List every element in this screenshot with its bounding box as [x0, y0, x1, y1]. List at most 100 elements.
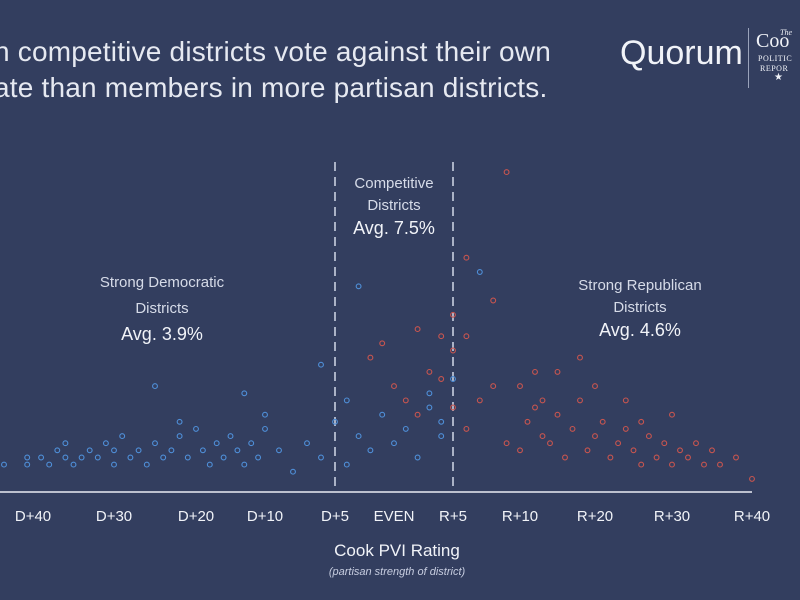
rep-point	[638, 418, 645, 425]
dem-point	[94, 454, 101, 461]
quorum-logo: Quorum	[620, 34, 743, 72]
rep-point	[592, 383, 598, 390]
dem-point	[54, 447, 61, 454]
rep-point	[693, 440, 699, 447]
rep-region-label-1: Strong Republican	[578, 277, 701, 294]
dem-point	[379, 411, 386, 418]
dem-point	[255, 454, 262, 461]
dem-point	[438, 418, 445, 425]
dem-point	[184, 454, 191, 461]
rep-point	[532, 404, 538, 411]
dem-point	[24, 454, 31, 461]
competitive-dividers	[334, 162, 454, 492]
rep-point	[630, 447, 637, 454]
dem-point	[227, 433, 234, 440]
x-tick-label: R+30	[654, 508, 690, 525]
x-tick-label: R+40	[734, 508, 770, 525]
dem-point	[127, 454, 134, 461]
dem-point	[414, 454, 421, 461]
x-tick-label: D+5	[321, 508, 349, 525]
rep-point	[547, 440, 553, 447]
rep-point	[622, 425, 629, 432]
data-points	[1, 169, 755, 482]
dem-point	[46, 461, 53, 468]
dem-point	[343, 461, 350, 468]
dem-point	[241, 461, 248, 468]
rep-point	[490, 383, 497, 390]
dem-point	[213, 440, 220, 447]
rep-point	[661, 440, 668, 447]
rep-point	[577, 397, 583, 404]
rep-point	[532, 368, 538, 375]
dem-point	[1, 461, 7, 468]
dem-point	[438, 433, 445, 440]
dem-point	[102, 440, 109, 447]
dem-point	[402, 425, 409, 432]
headline-line-1: n competitive districts vote against the…	[0, 36, 552, 67]
dem-point	[24, 461, 31, 468]
brand-logos: Quorum The Coo POLITIC REPOR ★	[620, 28, 800, 88]
x-tick-label: R+10	[502, 508, 538, 525]
headline: n competitive districts vote against the…	[0, 34, 551, 106]
dem-point	[241, 390, 248, 397]
dem-point	[199, 447, 206, 454]
cook-logo-line3: REPOR	[760, 64, 789, 73]
rep-point	[367, 354, 374, 361]
rep-point	[677, 447, 683, 454]
x-tick-label: D+20	[178, 508, 214, 525]
headline-line-2: ate than members in more partisan distri…	[0, 72, 548, 103]
rep-point	[615, 440, 622, 447]
dem-point	[220, 454, 227, 461]
dem-point	[78, 454, 85, 461]
cook-logo-line1: Coo	[756, 30, 790, 52]
dem-point	[135, 447, 142, 454]
dem-point	[168, 447, 175, 454]
x-axis-ticks: D+40 D+30 D+20 D+10 D+5 EVEN R+5 R+10 R+20 R+30 R+…	[15, 508, 770, 525]
rep-point	[517, 447, 523, 454]
rep-point	[450, 311, 456, 318]
rep-point	[638, 461, 645, 468]
rep-point	[599, 418, 606, 425]
dem-point	[450, 376, 456, 382]
rep-point	[554, 411, 561, 418]
rep-point	[426, 368, 433, 375]
x-tick-label: D+10	[247, 508, 283, 525]
dem-point	[304, 440, 310, 447]
rep-point	[653, 454, 660, 461]
rep-point	[749, 475, 755, 482]
rep-point	[645, 433, 652, 440]
dem-point	[262, 425, 268, 432]
dem-point	[111, 447, 117, 454]
rep-point	[539, 433, 546, 440]
rep-point	[669, 461, 675, 468]
dem-point	[332, 418, 338, 425]
rep-region-avg: Avg. 4.6%	[599, 320, 681, 340]
competitive-region-label-2: Districts	[367, 197, 420, 214]
rep-region-label-2: Districts	[613, 299, 666, 316]
dem-point	[70, 461, 77, 468]
rep-point	[391, 383, 397, 390]
dem-point	[318, 361, 324, 368]
cook-logo-star-icon: ★	[774, 72, 783, 83]
cook-political-report-logo: The Coo POLITIC REPOR ★	[754, 28, 800, 88]
rep-point	[503, 169, 510, 176]
x-axis-subtitle: (partisan strength of district)	[329, 566, 466, 578]
dem-point	[262, 411, 268, 418]
x-tick-label: D+30	[96, 508, 132, 525]
x-axis-title: Cook PVI Rating	[334, 541, 460, 560]
dem-point	[391, 440, 397, 447]
dem-point	[193, 425, 199, 432]
dem-point	[152, 383, 158, 390]
rep-point	[539, 397, 546, 404]
dem-point	[355, 283, 362, 290]
x-tick-label: EVEN	[374, 508, 415, 525]
rep-point	[607, 454, 614, 461]
rep-point	[463, 425, 470, 432]
rep-point	[717, 461, 723, 468]
rep-point	[379, 340, 386, 347]
dem-point	[176, 433, 183, 440]
dem-point	[62, 440, 69, 447]
cook-logo-line2: POLITIC	[758, 54, 793, 63]
rep-point	[463, 333, 470, 340]
